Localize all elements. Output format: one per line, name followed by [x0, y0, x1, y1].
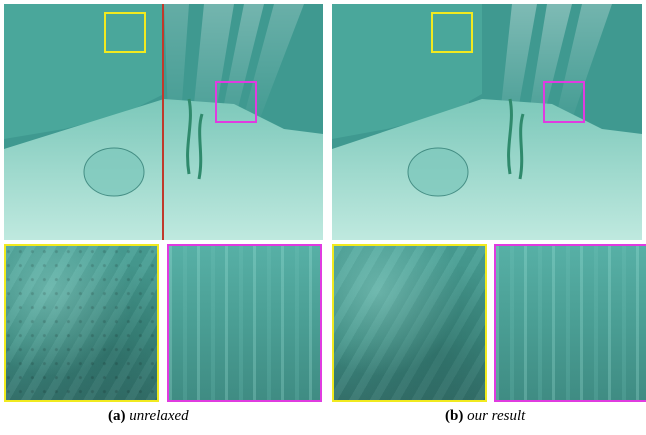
magenta-zoom-inset	[494, 244, 646, 402]
yellow-highlight-box	[104, 12, 146, 53]
underwater-render-our-result	[332, 4, 642, 240]
caption-unrelaxed: (a) unrelaxed	[108, 408, 189, 425]
caption-label: (a)	[108, 408, 126, 424]
magenta-highlight-box	[215, 81, 257, 123]
yellow-highlight-box	[431, 12, 473, 53]
magenta-zoom-inset	[167, 244, 322, 402]
caption-label: (b)	[445, 408, 464, 424]
caption-our-result: (b) our result	[445, 408, 525, 425]
caption-text: our result	[467, 408, 526, 424]
magenta-highlight-box	[543, 81, 585, 123]
yellow-zoom-inset	[332, 244, 487, 402]
caption-text: unrelaxed	[129, 408, 189, 424]
underwater-render-unrelaxed	[4, 4, 323, 240]
yellow-zoom-inset	[4, 244, 159, 402]
